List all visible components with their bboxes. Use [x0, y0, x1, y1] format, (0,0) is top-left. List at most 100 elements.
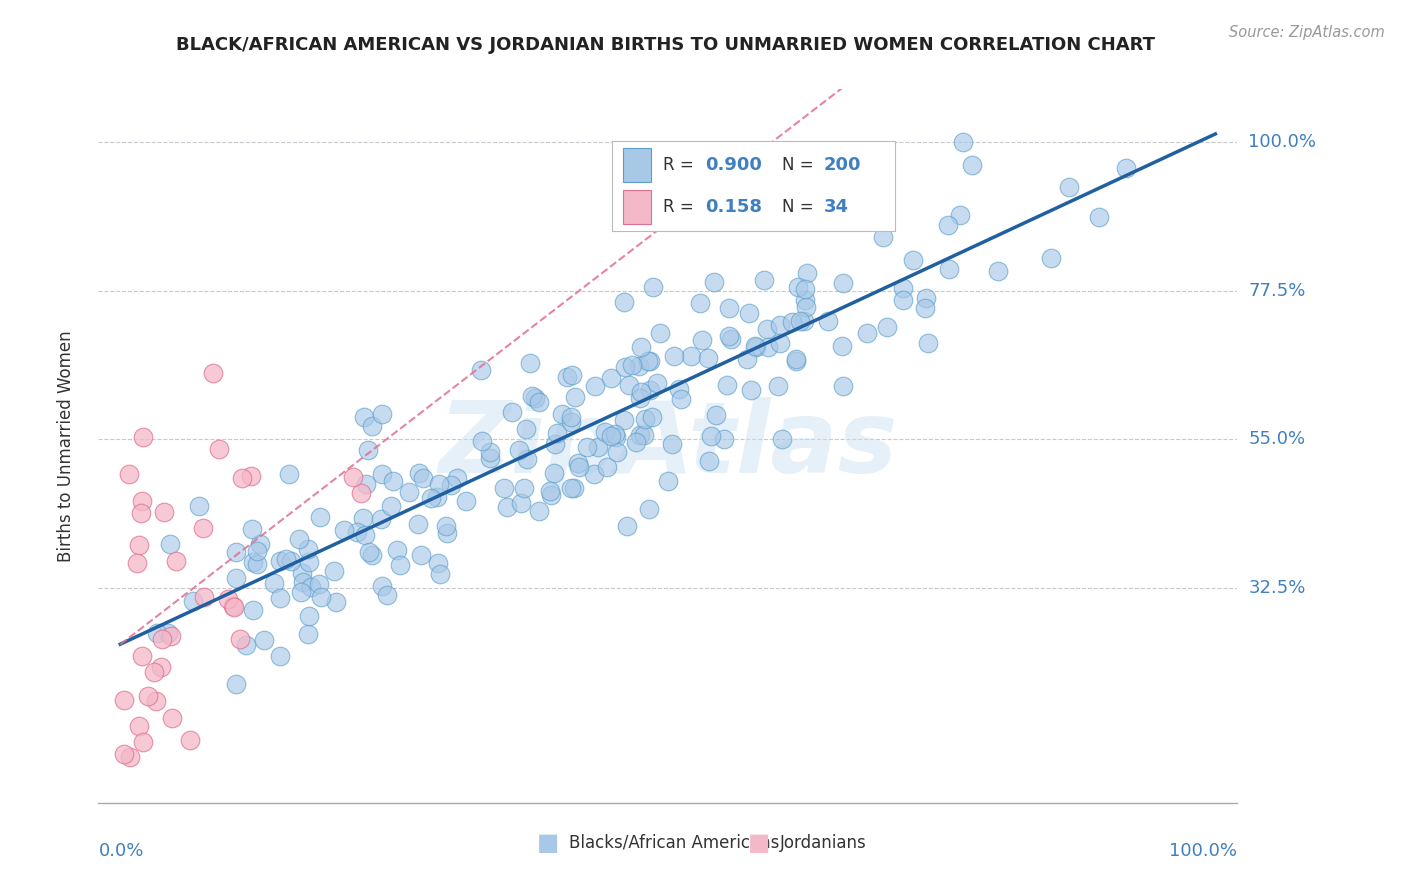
- Point: [388, 558, 411, 573]
- Point: [560, 415, 582, 429]
- Point: [647, 376, 669, 391]
- Point: [160, 711, 183, 725]
- Point: [153, 504, 176, 518]
- Point: [361, 419, 384, 434]
- Point: [630, 385, 652, 400]
- Point: [224, 599, 246, 614]
- Point: [350, 486, 373, 500]
- Point: [527, 504, 550, 518]
- Point: [681, 349, 703, 363]
- Point: [408, 466, 430, 480]
- Point: [427, 477, 450, 491]
- Text: 100.0%: 100.0%: [1170, 842, 1237, 860]
- Point: [132, 430, 155, 444]
- Point: [600, 371, 623, 385]
- Point: [628, 428, 651, 442]
- Point: [263, 576, 285, 591]
- Point: [756, 322, 779, 336]
- Point: [229, 632, 252, 646]
- Point: [766, 379, 789, 393]
- Point: [863, 168, 886, 182]
- FancyBboxPatch shape: [623, 190, 651, 224]
- Point: [132, 735, 155, 749]
- Point: [287, 532, 309, 546]
- Text: 0.0%: 0.0%: [98, 842, 143, 860]
- Point: [375, 588, 398, 602]
- Point: [128, 538, 150, 552]
- Point: [269, 554, 291, 568]
- Point: [118, 467, 141, 482]
- Point: [583, 467, 606, 481]
- Text: R =: R =: [662, 197, 693, 216]
- Point: [637, 354, 659, 368]
- Point: [160, 629, 183, 643]
- Point: [633, 428, 655, 442]
- Point: [510, 496, 533, 510]
- Point: [671, 392, 693, 406]
- Point: [551, 408, 574, 422]
- Point: [595, 459, 617, 474]
- Point: [876, 320, 898, 334]
- Point: [593, 425, 616, 440]
- Point: [429, 567, 451, 582]
- Point: [290, 585, 312, 599]
- Point: [564, 390, 586, 404]
- Point: [242, 602, 264, 616]
- Point: [987, 263, 1010, 277]
- Point: [561, 368, 583, 382]
- Point: [325, 595, 347, 609]
- Point: [131, 507, 153, 521]
- Point: [298, 608, 321, 623]
- Point: [754, 273, 776, 287]
- Point: [527, 394, 550, 409]
- Point: [159, 536, 181, 550]
- Point: [668, 382, 690, 396]
- Point: [309, 510, 332, 524]
- Text: 32.5%: 32.5%: [1249, 579, 1306, 597]
- Point: [872, 230, 894, 244]
- Point: [269, 649, 291, 664]
- Point: [603, 427, 626, 442]
- Point: [145, 694, 167, 708]
- Point: [513, 481, 536, 495]
- Text: 0.900: 0.900: [704, 155, 762, 174]
- Point: [903, 252, 925, 267]
- Text: 55.0%: 55.0%: [1249, 431, 1306, 449]
- Point: [638, 354, 661, 368]
- Point: [560, 410, 582, 425]
- Point: [406, 516, 429, 531]
- Point: [786, 280, 808, 294]
- Text: Blacks/African Americans: Blacks/African Americans: [569, 834, 780, 852]
- Point: [352, 511, 374, 525]
- Point: [567, 456, 589, 470]
- Text: N =: N =: [782, 155, 813, 174]
- Point: [785, 351, 807, 366]
- Point: [785, 354, 807, 368]
- Point: [112, 747, 135, 762]
- Point: [470, 363, 492, 377]
- Point: [434, 519, 457, 533]
- Point: [387, 542, 409, 557]
- Point: [568, 460, 591, 475]
- Point: [225, 570, 247, 584]
- Point: [309, 590, 332, 604]
- Point: [436, 525, 458, 540]
- Point: [832, 276, 855, 290]
- Point: [718, 329, 741, 343]
- Text: ZipAtlas: ZipAtlas: [439, 398, 897, 494]
- Point: [253, 633, 276, 648]
- Point: [628, 392, 651, 406]
- Point: [769, 318, 792, 332]
- Point: [613, 413, 636, 427]
- Point: [605, 430, 627, 444]
- FancyBboxPatch shape: [623, 148, 651, 182]
- Point: [780, 315, 803, 329]
- Text: 0.158: 0.158: [704, 197, 762, 216]
- Text: 77.5%: 77.5%: [1249, 282, 1306, 300]
- Point: [756, 340, 779, 354]
- Point: [662, 349, 685, 363]
- Point: [412, 471, 434, 485]
- Point: [555, 369, 578, 384]
- Text: 100.0%: 100.0%: [1249, 133, 1316, 151]
- Point: [640, 384, 662, 398]
